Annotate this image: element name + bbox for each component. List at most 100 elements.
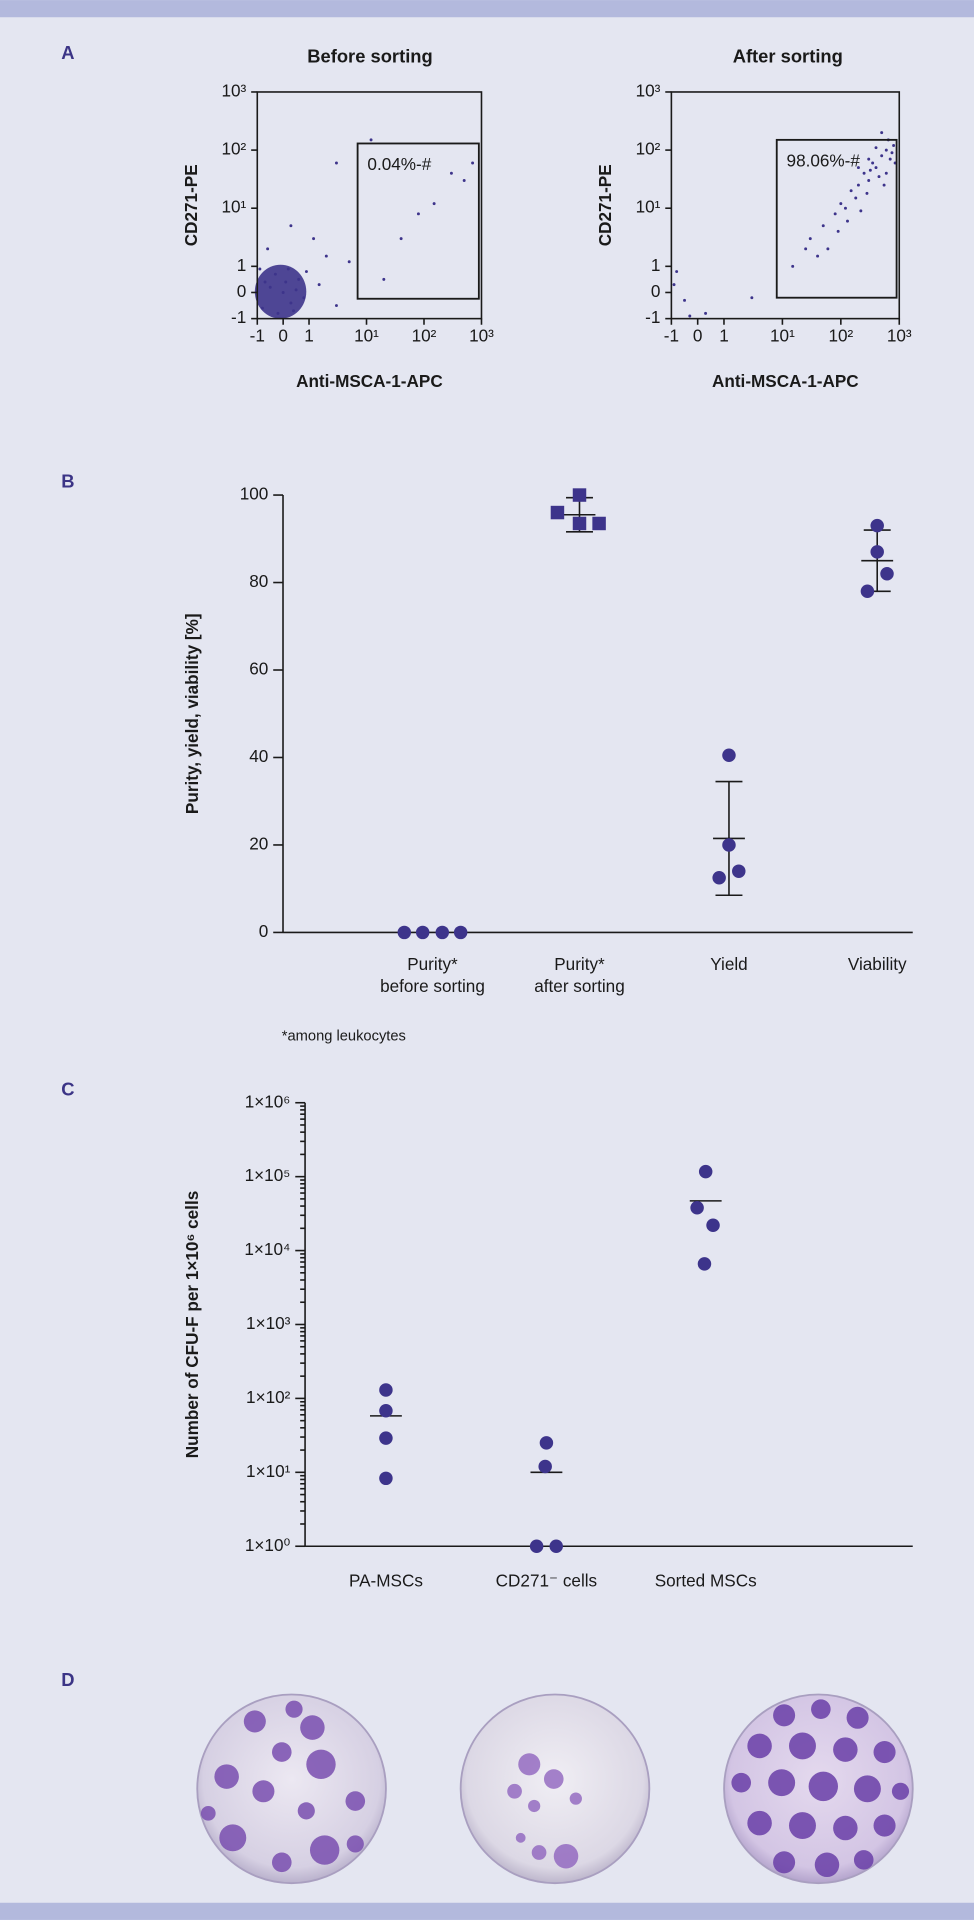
y-tick-label: 40: [249, 746, 268, 766]
point: [379, 1404, 393, 1418]
point: [877, 175, 881, 179]
point: [263, 280, 267, 284]
point: [289, 301, 293, 305]
y-tick-label: 10²: [221, 139, 246, 159]
point: [572, 488, 587, 502]
y-tick-label: 0: [651, 281, 661, 301]
point: [874, 166, 878, 170]
x-axis-label: Anti-MSCA-1-APC: [712, 371, 859, 391]
point: [854, 196, 858, 200]
point: [397, 925, 412, 940]
y-tick-label: 1×10⁵: [245, 1165, 291, 1185]
point: [304, 270, 308, 274]
gate-label: 0.04%-#: [367, 154, 431, 174]
point: [808, 237, 812, 241]
point: [382, 277, 386, 281]
point: [732, 864, 746, 878]
point: [297, 277, 301, 281]
point: [592, 516, 606, 531]
chart-title: After sorting: [733, 46, 843, 67]
point: [453, 925, 468, 940]
y-tick-label: 10³: [221, 81, 246, 101]
point: [415, 925, 430, 940]
point: [704, 311, 708, 315]
point: [870, 545, 884, 559]
x-tick-label: Purity*: [554, 954, 605, 974]
point: [880, 131, 884, 135]
point: [722, 748, 736, 763]
point: [856, 183, 860, 187]
point: [712, 871, 726, 885]
x-tick-label: 10³: [887, 326, 912, 346]
point: [260, 306, 264, 310]
point: [276, 311, 280, 315]
gate-label: 98.06%-#: [787, 150, 861, 170]
x-tick-label: 10¹: [770, 326, 795, 346]
point: [867, 179, 871, 182]
point: [268, 285, 272, 289]
panel-label: C: [61, 1078, 74, 1099]
point: [281, 291, 285, 294]
y-tick-label: 10¹: [221, 197, 246, 217]
point: [865, 191, 869, 195]
y-axis-label: CD271-PE: [595, 164, 615, 246]
point: [880, 154, 884, 158]
x-tick-label: Purity*: [407, 954, 458, 974]
point: [880, 567, 894, 581]
panel-label: D: [61, 1669, 74, 1690]
dish-photo: [459, 1693, 651, 1885]
point: [572, 516, 587, 531]
point: [870, 518, 884, 533]
point: [860, 584, 875, 599]
panel-label: B: [61, 471, 74, 492]
x-axis-label: Anti-MSCA-1-APC: [296, 371, 443, 391]
point: [284, 280, 288, 284]
point: [706, 1218, 720, 1232]
point: [289, 224, 293, 228]
y-axis-label: Number of CFU-F per 1×10⁶ cells: [182, 1191, 202, 1458]
point: [286, 267, 290, 271]
point: [846, 219, 849, 223]
y-tick-label: -1: [645, 307, 660, 327]
x-tick-label: Viability: [848, 954, 907, 974]
x-tick-label: Sorted MSCs: [655, 1570, 757, 1590]
plot-frame: [256, 91, 483, 320]
x-tick-label: Yield: [710, 954, 747, 974]
point: [312, 237, 316, 241]
x-tick-label: CD271⁻ cells: [496, 1570, 597, 1590]
point: [538, 1459, 552, 1474]
point: [821, 224, 825, 228]
x-tick-label: -1: [664, 326, 679, 346]
point: [871, 161, 875, 165]
point: [849, 189, 853, 193]
point: [347, 260, 351, 264]
point: [334, 161, 338, 165]
point: [862, 171, 866, 175]
point: [804, 247, 808, 251]
top-bar: [0, 0, 974, 18]
point: [379, 1431, 393, 1445]
point: [867, 157, 871, 161]
x-tick-label: -1: [250, 326, 265, 346]
point: [839, 202, 843, 206]
point: [868, 168, 872, 172]
x-tick-label: 1: [304, 326, 314, 346]
y-axis-label: CD271-PE: [181, 164, 201, 246]
y-tick-label: -1: [231, 307, 246, 327]
point: [399, 237, 403, 241]
point: [449, 171, 453, 175]
y-tick-label: 0: [259, 921, 269, 941]
point: [529, 1539, 544, 1553]
x-tick-label: 1: [719, 326, 729, 346]
point: [697, 1257, 712, 1271]
x-tick-label: 0: [278, 326, 288, 346]
point: [416, 212, 420, 216]
point: [675, 270, 679, 274]
point: [302, 296, 306, 300]
x-tick-label: 0: [693, 326, 703, 346]
gate: [775, 138, 898, 299]
point: [549, 1539, 563, 1553]
y-tick-label: 0: [237, 281, 247, 301]
point: [884, 171, 888, 175]
point: [324, 254, 328, 258]
